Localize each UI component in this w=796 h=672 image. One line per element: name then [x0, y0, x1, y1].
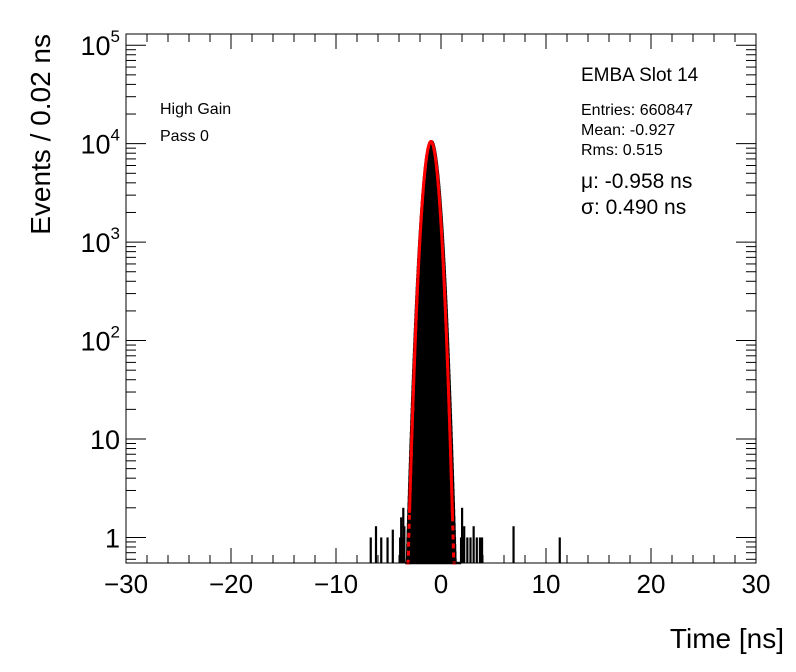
histogram-bin: [475, 537, 478, 563]
histogram-bin: [472, 526, 475, 563]
x-tick-label: 30: [742, 569, 771, 599]
x-tick-label: 0: [434, 569, 448, 599]
histogram-bin: [461, 507, 464, 563]
pass-label: Pass 0: [160, 128, 209, 145]
x-tick-label: 20: [637, 569, 666, 599]
histogram-bin: [369, 537, 372, 563]
histogram-bin: [512, 526, 515, 563]
chart-title: EMBA Slot 14: [581, 65, 699, 86]
x-tick-label: 10: [532, 569, 561, 599]
histogram-bin: [403, 526, 406, 563]
stats-mean: Mean: -0.927: [581, 122, 675, 139]
x-tick-label: −20: [209, 569, 253, 599]
histogram-bin: [558, 537, 561, 563]
fit-mu-label: μ: -0.958 ns: [581, 170, 692, 193]
fit-layer: [406, 140, 456, 565]
histogram-bin: [463, 526, 466, 563]
x-tick-label: −30: [104, 569, 148, 599]
gain-label: High Gain: [160, 101, 231, 118]
plot-frame: [125, 33, 757, 564]
fit-sigma-label: σ: 0.490 ns: [581, 196, 686, 219]
y-axis-label: Events / 0.02 ns: [25, 34, 56, 235]
y-tick-label: 1: [105, 523, 120, 553]
stats-rms: Rms: 0.515: [581, 142, 663, 159]
histogram-bin: [478, 537, 482, 563]
histogram-bin: [391, 529, 394, 563]
histogram-bin: [374, 526, 378, 563]
histogram-bin: [466, 537, 469, 563]
x-tick-label: −10: [314, 569, 358, 599]
histogram-bin: [469, 537, 472, 563]
histogram-bin: [386, 537, 389, 563]
stats-entries: Entries: 660847: [581, 102, 693, 119]
x-axis-label: Time [ns]: [670, 623, 784, 654]
histogram-bin: [480, 537, 484, 563]
y-tick-label: 10: [90, 425, 120, 455]
histogram-bin: [380, 537, 383, 563]
fit-curve: [408, 140, 455, 519]
